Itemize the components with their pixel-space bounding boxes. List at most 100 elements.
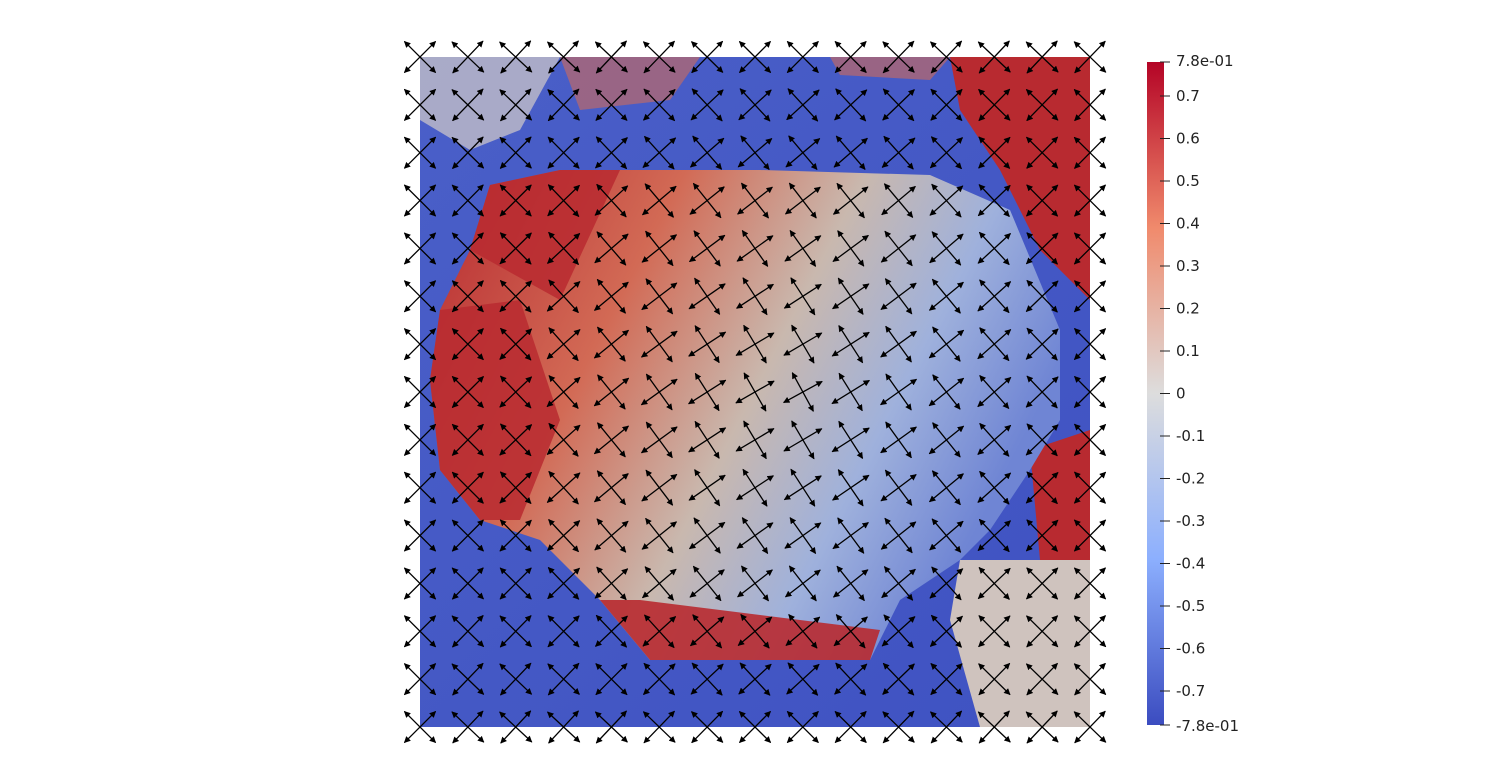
director-arrow [1025, 328, 1059, 360]
director-arrow [832, 186, 869, 215]
director-arrow [594, 281, 629, 311]
director-arrow [833, 616, 868, 647]
director-arrow [452, 88, 484, 122]
director-arrow [595, 40, 627, 74]
colorbar-tick-label: -0.2 [1176, 470, 1205, 488]
director-arrow [595, 710, 627, 744]
director-arrow [977, 520, 1011, 551]
director-arrow [880, 330, 917, 358]
director-arrow [1026, 88, 1058, 122]
director-arrow [643, 710, 675, 744]
director-arrow [688, 474, 726, 501]
director-arrow [403, 519, 437, 552]
director-arrow [403, 88, 437, 121]
director-arrow [735, 428, 775, 452]
director-arrow [784, 569, 821, 598]
director-arrow [831, 379, 870, 405]
director-arrow [593, 329, 630, 359]
director-arrow [928, 425, 965, 455]
director-arrow [881, 137, 916, 168]
director-arrow [452, 40, 484, 74]
director-arrow [547, 567, 580, 600]
director-arrow [451, 567, 484, 600]
director-arrow [499, 376, 533, 408]
director-arrow [499, 184, 532, 217]
director-arrow [831, 331, 870, 357]
director-arrow [737, 569, 773, 598]
director-arrow [1025, 280, 1059, 312]
director-arrow [403, 136, 437, 169]
director-arrow [688, 331, 727, 357]
director-arrow [1026, 40, 1058, 74]
director-arrow [642, 568, 677, 599]
director-arrow [691, 40, 724, 74]
director-arrow [928, 329, 965, 359]
director-arrow [499, 232, 532, 265]
director-arrow [881, 568, 916, 599]
director-arrow [929, 568, 964, 599]
director-arrow [735, 332, 775, 356]
colorbar-tick-label: -0.7 [1176, 682, 1205, 700]
colorbar-tick-label: -0.1 [1176, 427, 1205, 445]
director-arrow [880, 521, 917, 550]
director-arrow [880, 282, 917, 311]
director-arrow [499, 328, 533, 360]
director-arrow [1073, 328, 1107, 361]
director-arrow [929, 615, 963, 647]
director-arrow [499, 615, 532, 648]
director-arrow [547, 520, 581, 551]
director-arrow [403, 710, 437, 744]
director-arrow [1073, 519, 1107, 552]
director-arrow [1074, 40, 1106, 74]
director-arrow [595, 615, 628, 647]
colorbar-max-label: 7.8e-01 [1176, 52, 1234, 70]
director-arrow [832, 234, 869, 263]
director-arrow [737, 138, 773, 168]
director-arrow [451, 232, 484, 265]
director-arrow [403, 567, 437, 600]
director-arrow [640, 330, 678, 358]
director-arrow [880, 378, 918, 406]
director-arrow [642, 185, 677, 216]
director-arrow [1074, 615, 1106, 648]
director-arrow [689, 569, 725, 598]
director-arrow [452, 136, 484, 169]
director-arrow [881, 185, 916, 216]
director-arrow [403, 663, 437, 696]
director-arrow [977, 184, 1011, 217]
director-arrow [547, 662, 580, 696]
director-arrow [403, 375, 437, 409]
colorbar-tick-label: -0.6 [1176, 640, 1205, 658]
director-arrow [451, 519, 484, 552]
director-arrow [930, 88, 963, 121]
director-glyphs [403, 40, 1107, 744]
director-arrow [451, 280, 484, 313]
director-arrow [500, 40, 532, 74]
director-arrow [688, 521, 726, 550]
director-arrow [499, 567, 532, 600]
director-arrow [499, 424, 533, 456]
director-arrow [641, 521, 678, 550]
director-arrow [593, 425, 630, 455]
director-arrow [785, 138, 821, 168]
director-arrow [739, 40, 771, 74]
director-arrow [1074, 136, 1106, 169]
director-arrow [499, 519, 532, 552]
director-arrow [739, 710, 771, 744]
director-arrow [928, 281, 964, 311]
director-arrow [735, 380, 775, 404]
director-arrow [834, 89, 868, 121]
director-arrow [930, 710, 963, 744]
director-arrow [688, 427, 727, 453]
director-arrow [882, 40, 915, 74]
director-arrow [403, 40, 437, 74]
director-arrow [690, 663, 724, 695]
director-arrow [978, 40, 1010, 74]
director-arrow [499, 136, 532, 169]
director-arrow [546, 329, 581, 360]
director-arrow [688, 234, 726, 263]
director-arrow [1073, 232, 1107, 265]
director-arrow [642, 616, 677, 647]
director-arrow [593, 377, 630, 407]
